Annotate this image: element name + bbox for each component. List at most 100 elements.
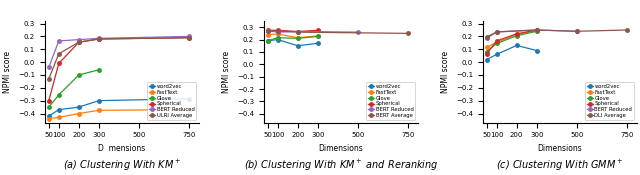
Line: Glove: Glove [485,30,538,54]
Line: FastText: FastText [266,32,319,39]
BERT Reduced [274,31,282,33]
FastText [75,113,83,115]
FastText [483,46,490,48]
word2vec [95,100,102,102]
FastText [314,35,322,37]
BERT Reduced [493,31,500,33]
Legend: word2vec, FastText, Glove, Spherical, BERT Reduced, ULRI Average: word2vec, FastText, Glove, Spherical, BE… [147,82,196,120]
word2vec [45,115,52,117]
FastText [274,33,282,35]
FastText [55,116,63,118]
Spherical [274,29,282,31]
Spherical [314,29,322,31]
DLI Average [533,29,541,31]
Spherical [45,100,52,102]
Text: (b) Clustering With KM$^+$ and Reranking: (b) Clustering With KM$^+$ and Reranking [244,158,438,173]
Text: (c) Clustering With GMM$^+$: (c) Clustering With GMM$^+$ [496,158,623,173]
BERT Reduced [294,30,301,33]
X-axis label: Dimensions: Dimensions [538,144,582,153]
BERT Reduced [483,37,490,39]
Glove [314,35,322,37]
Spherical [533,29,541,31]
ULRI Average [75,41,83,43]
Line: BERT Reduced: BERT Reduced [266,29,360,34]
word2vec [264,40,271,42]
FastText [493,41,500,43]
BERT Reduced [354,31,362,33]
BERT Average [294,31,301,33]
Line: FastText: FastText [47,108,191,120]
DLI Average [623,29,630,31]
Spherical [493,40,500,42]
BERT Reduced [185,35,193,37]
Line: DLI Average: DLI Average [485,28,628,39]
Line: Spherical: Spherical [485,28,538,55]
FastText [294,37,301,39]
Line: Glove: Glove [266,35,319,43]
Spherical [513,33,520,35]
Line: FastText: FastText [485,29,538,49]
ULRI Average [95,38,102,40]
word2vec [294,45,301,47]
BERT Reduced [95,37,102,39]
Line: Spherical: Spherical [266,29,319,33]
BERT Reduced [264,30,271,32]
Y-axis label: NPMI score: NPMI score [222,51,231,93]
Spherical [294,30,301,33]
FastText [185,109,193,111]
word2vec [314,42,322,44]
BERT Average [264,30,271,32]
word2vec [75,106,83,108]
Line: word2vec: word2vec [485,44,538,61]
word2vec [483,58,490,61]
Y-axis label: NPMI score: NPMI score [3,51,12,93]
Glove [75,74,83,76]
Y-axis label: NPMI score: NPMI score [441,51,450,93]
ULRI Average [55,53,63,55]
FastText [264,34,271,36]
Glove [483,51,490,53]
Line: ULRI Average: ULRI Average [47,36,191,80]
word2vec [274,38,282,41]
word2vec [55,109,63,111]
X-axis label: Dimensions: Dimensions [319,144,363,153]
Line: Spherical: Spherical [47,36,191,102]
ULRI Average [185,37,193,39]
word2vec [185,98,193,100]
FastText [95,109,102,111]
Glove [264,40,271,42]
Line: BERT Reduced: BERT Reduced [47,35,191,69]
Spherical [185,37,193,39]
Line: BERT Average: BERT Average [266,29,410,35]
Line: BERT Reduced: BERT Reduced [485,28,579,40]
BERT Reduced [573,30,580,32]
ULRI Average [45,78,52,80]
Legend: word2vec, FastText, Glove, Spherical, BERT Reduced, BERT Average: word2vec, FastText, Glove, Spherical, BE… [365,82,415,120]
Glove [45,106,52,108]
BERT Reduced [533,29,541,31]
Spherical [55,62,63,64]
Glove [533,30,541,32]
Spherical [264,29,271,31]
word2vec [513,44,520,46]
BERT Reduced [55,40,63,42]
Spherical [95,38,102,40]
Text: (a) Clustering With KM$^+$: (a) Clustering With KM$^+$ [63,158,181,173]
FastText [533,30,541,32]
Line: Glove: Glove [47,68,100,109]
Glove [55,94,63,96]
DLI Average [493,31,500,33]
Glove [274,37,282,39]
BERT Reduced [75,38,83,41]
FastText [45,118,52,120]
Line: word2vec: word2vec [47,97,191,118]
Glove [513,35,520,37]
word2vec [533,50,541,52]
DLI Average [573,30,580,32]
word2vec [493,53,500,55]
DLI Average [483,36,490,38]
Glove [493,42,500,44]
Spherical [75,41,83,43]
FastText [513,33,520,36]
BERT Average [274,30,282,32]
